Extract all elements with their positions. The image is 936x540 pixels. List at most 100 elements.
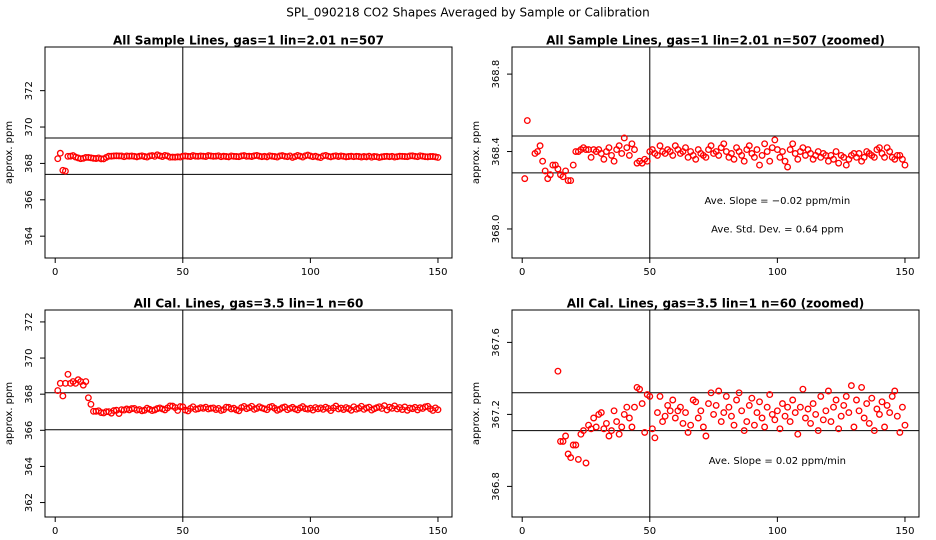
x-tick-label: 150 — [428, 267, 447, 278]
point — [835, 425, 843, 433]
point — [87, 400, 95, 408]
point — [656, 392, 664, 400]
point — [602, 419, 610, 427]
point — [763, 403, 771, 411]
point — [858, 383, 866, 391]
point — [699, 423, 707, 431]
point — [842, 392, 850, 400]
points — [54, 149, 442, 175]
point — [809, 400, 817, 408]
point — [684, 428, 692, 436]
y-tick-label: 368.0 — [491, 215, 502, 244]
point — [659, 418, 667, 426]
point — [893, 412, 901, 420]
point — [587, 153, 595, 161]
y-tick-label: 367.6 — [491, 328, 502, 357]
x-tick-label: 50 — [176, 267, 189, 278]
point — [562, 432, 570, 440]
point — [845, 409, 853, 417]
point — [579, 427, 587, 435]
x-tick-label: 150 — [895, 526, 914, 537]
point — [773, 407, 781, 415]
point — [110, 407, 118, 415]
panel-title: All Sample Lines, gas=1 lin=2.01 n=507 — [113, 34, 384, 48]
point — [875, 144, 883, 152]
point — [625, 151, 633, 159]
point — [735, 389, 743, 397]
point — [610, 407, 618, 415]
point — [620, 134, 628, 142]
point — [434, 153, 442, 161]
point — [600, 425, 608, 433]
point — [82, 378, 90, 385]
point — [574, 455, 582, 463]
y-tick-label: 366.8 — [491, 472, 502, 501]
point — [863, 400, 871, 408]
point — [750, 421, 758, 429]
point — [789, 140, 797, 148]
point — [569, 161, 577, 169]
point — [710, 410, 718, 418]
point — [687, 421, 695, 429]
point — [896, 428, 904, 436]
point — [758, 151, 766, 159]
point — [176, 403, 184, 411]
point — [891, 387, 899, 395]
y-tick-label: 362 — [24, 493, 35, 512]
point — [559, 173, 567, 181]
point — [554, 165, 562, 173]
point — [600, 155, 608, 163]
panel: All Cal. Lines, gas=3.5 lin=1 n=60 (zoom… — [471, 70, 920, 537]
point — [766, 391, 774, 399]
point — [733, 396, 741, 404]
y-tick-label: 372 — [24, 312, 35, 331]
figure-title: SPL_090218 CO2 Shapes Averaged by Sample… — [286, 6, 650, 20]
point — [817, 392, 825, 400]
point — [901, 421, 909, 429]
point — [886, 148, 894, 155]
point — [669, 151, 677, 159]
point — [898, 403, 906, 411]
points — [532, 70, 909, 467]
point — [740, 157, 748, 165]
point — [532, 70, 538, 76]
point — [814, 427, 822, 435]
panel: All Sample Lines, gas=1 lin=2.01 n=507 ap… — [4, 34, 453, 278]
point — [850, 423, 858, 431]
point — [784, 163, 792, 171]
point — [776, 425, 784, 433]
point — [54, 155, 62, 163]
point — [789, 396, 797, 404]
point — [623, 403, 631, 411]
y-axis-label: approx. ppm — [4, 121, 15, 184]
point — [676, 403, 684, 411]
point — [715, 387, 723, 395]
point — [692, 398, 700, 406]
point — [761, 423, 769, 431]
point — [648, 425, 656, 433]
x-tick-label: 0 — [52, 526, 58, 537]
x-tick-label: 100 — [768, 526, 787, 537]
point — [784, 403, 792, 411]
point — [707, 142, 715, 150]
point — [61, 167, 69, 175]
point — [781, 412, 789, 420]
point — [727, 412, 735, 420]
point — [720, 140, 728, 148]
point — [605, 432, 613, 440]
point — [661, 412, 669, 420]
point — [707, 389, 715, 397]
point — [610, 157, 618, 165]
point — [743, 418, 751, 426]
y-tick-label: 370 — [24, 117, 35, 136]
point — [860, 414, 868, 422]
x-tick-label: 50 — [176, 526, 189, 537]
point — [886, 409, 894, 417]
point — [653, 409, 661, 417]
point — [830, 155, 837, 163]
point — [705, 400, 712, 408]
point — [807, 419, 815, 427]
point — [653, 151, 661, 159]
point — [779, 148, 786, 155]
point — [745, 401, 753, 409]
